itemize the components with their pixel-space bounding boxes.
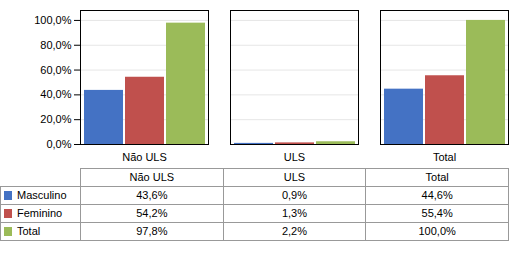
html-text:Masculino: Masculino: [17, 189, 67, 201]
html-text:54,2%: 54,2%: [136, 207, 168, 219]
svg-text:80,0%: 80,0%: [40, 39, 71, 51]
html-text:55,4%: 55,4%: [421, 207, 453, 219]
html-text:Feminino: Feminino: [17, 207, 63, 219]
svg-text:Total: Total: [433, 151, 456, 163]
html-text:43,6%: 43,6%: [136, 189, 168, 201]
svg-text:60,0%: 60,0%: [40, 64, 71, 76]
svg-text:ULS: ULS: [284, 151, 305, 163]
html-text:44,6%: 44,6%: [421, 189, 453, 201]
html-text:0,9%: 0,9%: [281, 189, 307, 201]
html-text:97,8%: 97,8%: [136, 225, 168, 237]
html-text:Não ULS: Não ULS: [129, 171, 175, 183]
html-text:100,0%: 100,0%: [418, 225, 456, 237]
html-text:Total: Total: [425, 171, 449, 183]
svg-text:0,0%: 0,0%: [46, 138, 71, 150]
html-text:1,3%: 1,3%: [281, 207, 307, 219]
html-text:ULS: ULS: [283, 171, 306, 183]
html-text:2,2%: 2,2%: [281, 225, 307, 237]
svg-text:40,0%: 40,0%: [40, 88, 71, 100]
svg-text:Não ULS: Não ULS: [122, 151, 167, 163]
svg-text:100,0%: 100,0%: [34, 14, 72, 26]
svg-text:20,0%: 20,0%: [40, 113, 71, 125]
html-text:Total: Total: [17, 225, 41, 237]
